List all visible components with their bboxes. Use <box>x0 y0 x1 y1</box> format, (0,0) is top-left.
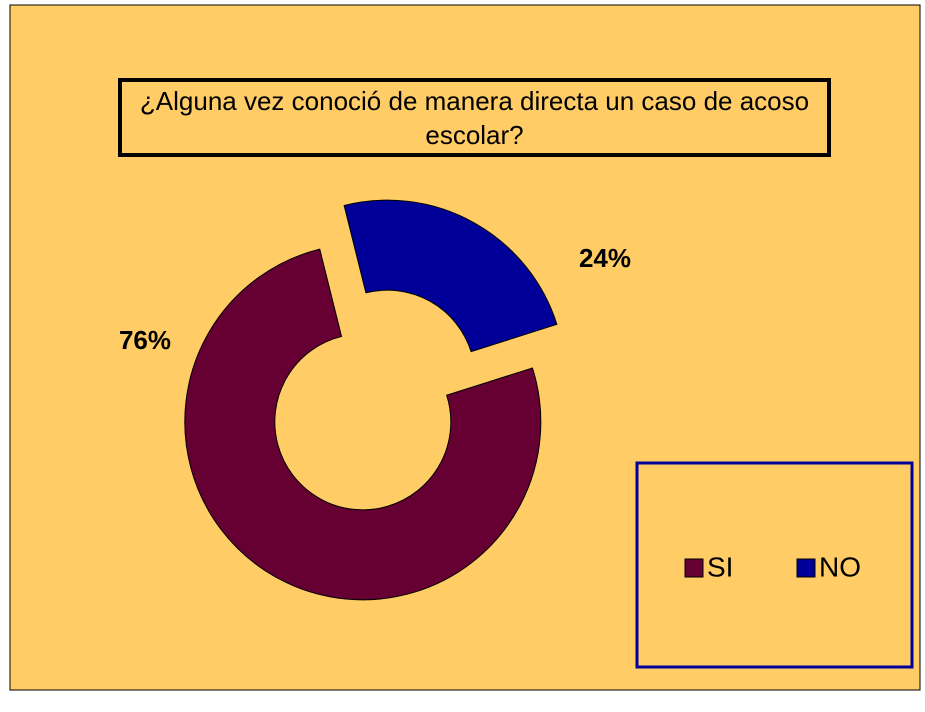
legend-label: NO <box>819 551 861 582</box>
legend-label: SI <box>707 551 733 582</box>
donut-slice <box>184 248 542 601</box>
legend-swatch <box>796 558 816 578</box>
legend-box <box>635 461 914 669</box>
data-label: 76% <box>119 325 171 355</box>
legend-swatch <box>684 558 704 578</box>
chart-title: ¿Alguna vez conoció de manera directa un… <box>118 78 831 157</box>
donut-slice <box>343 199 558 353</box>
data-label: 24% <box>579 243 631 273</box>
